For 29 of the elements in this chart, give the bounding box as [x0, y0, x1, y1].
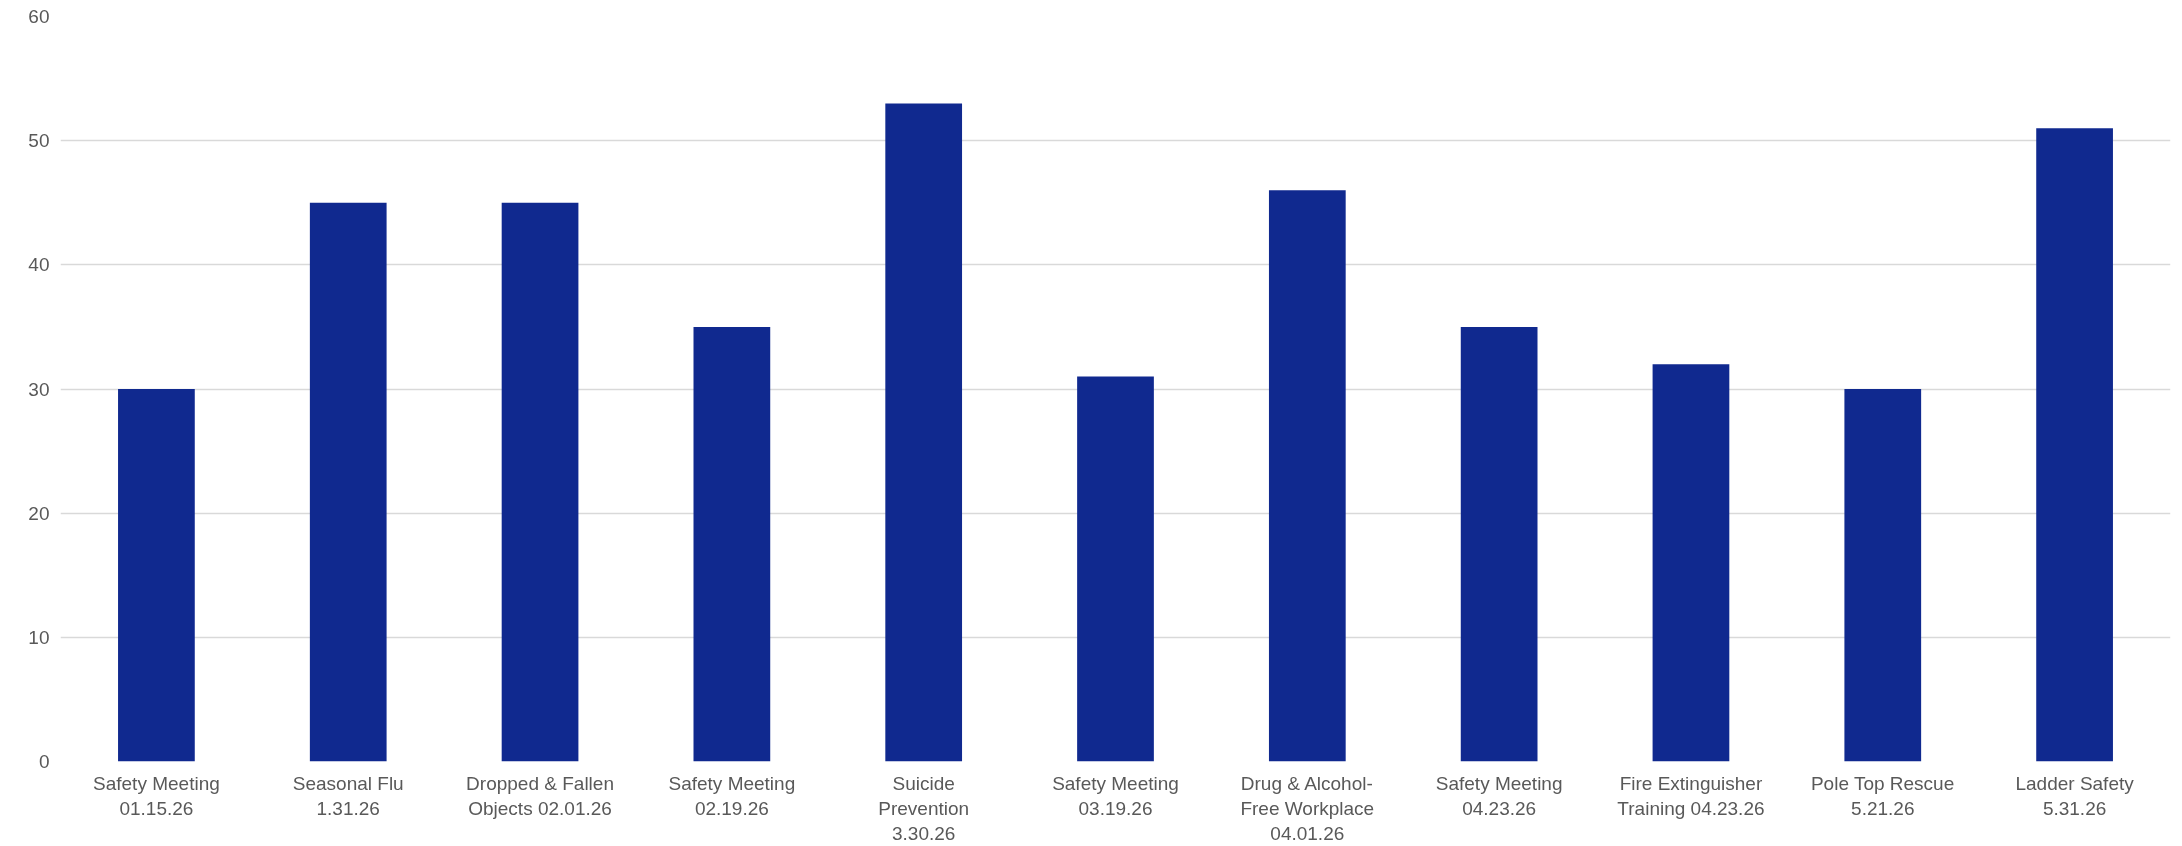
bar	[1077, 376, 1154, 762]
bar	[501, 202, 579, 762]
y-tick-label: 0	[38, 751, 50, 772]
bar	[885, 103, 963, 762]
bar	[309, 202, 387, 762]
x-tick-label: Fire Extinguisher Training 04.23.26	[1617, 772, 1765, 819]
x-tick-label: Drug & Alcohol- Free Workplace 04.01.26	[1240, 772, 1375, 844]
x-tick-label: Pole Top Rescue 5.21.26	[1810, 772, 1955, 819]
y-tick-label: 10	[28, 626, 50, 648]
bar	[693, 326, 771, 762]
x-tick-label: Safety Meeting 01.15.26	[93, 772, 220, 819]
bar	[1460, 326, 1538, 762]
y-tick-label: 20	[28, 502, 50, 524]
x-tick-label: Safety Meeting 02.19.26	[668, 772, 796, 819]
bar	[2036, 128, 2113, 762]
y-tick-label: 40	[28, 254, 50, 276]
bar	[1844, 389, 1922, 762]
y-tick-label: 50	[28, 130, 50, 152]
x-tick-label: Ladder Safety 5.31.26	[2015, 772, 2135, 819]
x-tick-label: Safety Meeting 03.19.26	[1052, 772, 1179, 819]
bar	[1652, 364, 1730, 762]
y-tick-label: 30	[28, 378, 50, 400]
x-tick-label: Suicide Prevention 3.30.26	[878, 772, 970, 844]
y-tick-label: 60	[28, 6, 50, 27]
x-tick-label: Safety Meeting 04.23.26	[1435, 772, 1563, 819]
bar	[118, 389, 195, 762]
x-tick-label: Seasonal Flu 1.31.26	[292, 772, 404, 819]
bar	[1268, 190, 1346, 762]
x-tick-label: Dropped & Fallen Objects 02.01.26	[466, 772, 614, 819]
